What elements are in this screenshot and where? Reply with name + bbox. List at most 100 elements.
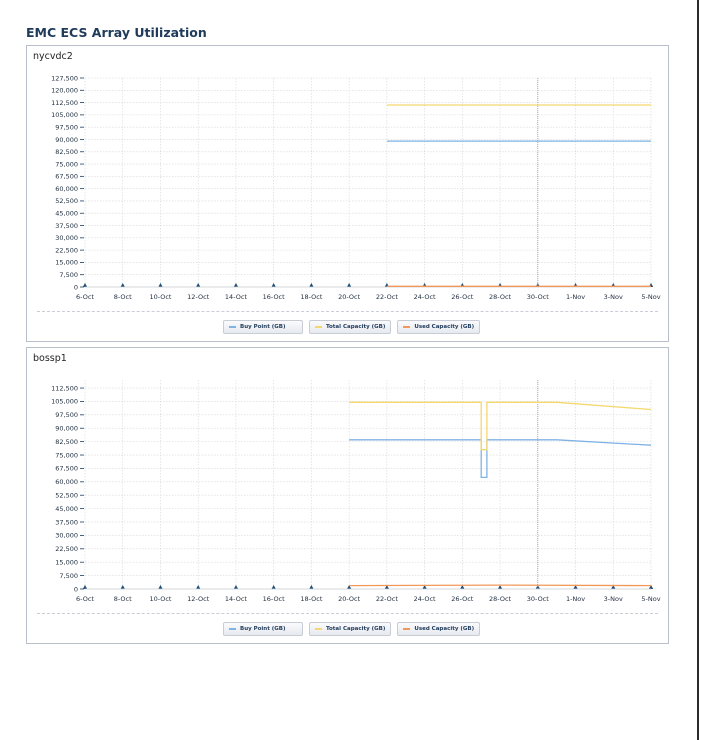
x-tick-label: 8-Oct <box>114 595 132 603</box>
y-tick-label: 97,500 <box>55 411 78 419</box>
y-tick-label: 22,500 <box>55 545 78 553</box>
y-tick-label: 82,500 <box>55 148 78 156</box>
y-tick-label: 7,500 <box>59 572 78 580</box>
x-tick-label: 30-Oct <box>527 595 549 603</box>
x-tick-label: 26-Oct <box>451 293 473 301</box>
x-tick-label: 28-Oct <box>489 293 511 301</box>
x-tick-label: 22-Oct <box>376 293 398 301</box>
x-tick-label: 6-Oct <box>76 293 94 301</box>
x-tick-marker <box>120 585 125 589</box>
y-tick-label: 37,500 <box>55 222 78 230</box>
legend-swatch-used-capacity <box>403 628 411 630</box>
x-tick-marker <box>648 585 654 589</box>
y-tick-label: 60,000 <box>55 185 78 193</box>
legend-label: Buy Point (GB) <box>240 324 286 330</box>
y-tick-label: 82,500 <box>55 438 78 446</box>
x-tick-label: 28-Oct <box>489 595 511 603</box>
y-tick-label: 0 <box>74 585 78 593</box>
x-tick-marker <box>120 283 125 287</box>
legend-swatch-total-capacity <box>315 628 322 630</box>
x-tick-label: 5-Nov <box>641 293 660 301</box>
x-tick-label: 20-Oct <box>338 293 360 301</box>
x-tick-label: 10-Oct <box>149 293 171 301</box>
chart-legend: Buy Point (GB) Total Capacity (GB) Used … <box>223 320 481 334</box>
x-tick-label: 3-Nov <box>604 293 623 301</box>
y-tick-label: 15,000 <box>55 259 78 267</box>
legend-label: Used Capacity (GB) <box>414 324 475 330</box>
series-line-total-capacity-gb <box>349 401 652 451</box>
x-tick-label: 22-Oct <box>376 595 398 603</box>
x-tick-label: 12-Oct <box>187 595 209 603</box>
y-tick-label: 7,500 <box>59 271 78 279</box>
x-tick-marker <box>82 283 88 287</box>
x-tick-marker <box>384 585 390 589</box>
x-tick-label: 1-Nov <box>566 293 585 301</box>
legend-swatch-buy-point <box>229 628 236 630</box>
legend-label: Total Capacity (GB) <box>326 626 386 632</box>
x-tick-label: 10-Oct <box>149 595 171 603</box>
x-tick-marker <box>460 585 465 589</box>
y-tick-label: 75,000 <box>55 451 78 459</box>
x-tick-marker <box>422 585 427 589</box>
x-tick-label: 24-Oct <box>414 595 436 603</box>
legend-swatch-used-capacity <box>403 326 411 328</box>
x-tick-marker <box>233 283 239 287</box>
legend-divider <box>37 311 658 312</box>
legend-swatch-total-capacity <box>315 326 322 328</box>
y-tick-label: 112,500 <box>51 99 78 107</box>
y-tick-label: 52,500 <box>55 492 78 500</box>
y-tick-label: 30,000 <box>55 532 78 540</box>
chart-title: bossp1 <box>33 353 67 364</box>
y-tick-label: 67,500 <box>55 173 78 181</box>
x-tick-marker <box>309 585 314 589</box>
y-tick-label: 30,000 <box>55 234 78 242</box>
legend-item-buy-point[interactable]: Buy Point (GB) <box>223 320 303 334</box>
x-tick-label: 12-Oct <box>187 293 209 301</box>
y-tick-label: 45,000 <box>55 210 78 218</box>
legend-label: Used Capacity (GB) <box>414 626 475 632</box>
x-tick-label: 14-Oct <box>225 293 247 301</box>
x-tick-marker <box>158 283 163 287</box>
x-tick-label: 26-Oct <box>451 595 473 603</box>
x-tick-label: 6-Oct <box>76 595 94 603</box>
window-edge-divider <box>697 0 699 740</box>
x-tick-label: 18-Oct <box>300 293 322 301</box>
y-tick-label: 60,000 <box>55 478 78 486</box>
legend-label: Total Capacity (GB) <box>326 324 386 330</box>
y-tick-label: 15,000 <box>55 559 78 567</box>
y-tick-label: 75,000 <box>55 160 78 168</box>
legend-divider <box>37 613 658 614</box>
y-tick-label: 105,000 <box>51 398 78 406</box>
chart-nycvdc2: 0 7,500 15,000 22,500 30,000 37,500 45,000 52,5… <box>51 74 661 301</box>
x-tick-label: 14-Oct <box>225 595 247 603</box>
legend-item-total-capacity[interactable]: Total Capacity (GB) <box>309 622 392 636</box>
x-tick-marker <box>196 283 201 287</box>
series-line-used-capacity-gb <box>349 584 652 587</box>
y-tick-label: 120,000 <box>51 87 78 95</box>
y-tick-label: 52,500 <box>55 197 78 205</box>
y-tick-label: 105,000 <box>51 111 78 119</box>
y-tick-label: 45,000 <box>55 505 78 513</box>
legend-item-used-capacity[interactable]: Used Capacity (GB) <box>397 320 481 334</box>
x-tick-marker <box>233 585 239 589</box>
x-tick-marker <box>535 585 540 589</box>
x-tick-marker <box>82 585 88 589</box>
legend-item-buy-point[interactable]: Buy Point (GB) <box>223 622 303 636</box>
x-tick-label: 30-Oct <box>527 293 549 301</box>
y-tick-label: 127,500 <box>51 74 78 82</box>
x-tick-label: 16-Oct <box>263 293 285 301</box>
y-tick-label: 90,000 <box>55 425 78 433</box>
x-tick-label: 18-Oct <box>300 595 322 603</box>
x-tick-marker <box>497 585 503 589</box>
x-tick-label: 1-Nov <box>566 595 585 603</box>
y-tick-label: 112,500 <box>51 384 78 392</box>
x-tick-label: 3-Nov <box>604 595 623 603</box>
legend-item-used-capacity[interactable]: Used Capacity (GB) <box>397 622 481 636</box>
y-tick-label: 37,500 <box>55 518 78 526</box>
legend-swatch-buy-point <box>229 326 236 328</box>
page-title: EMC ECS Array Utilization <box>26 25 207 40</box>
legend-item-total-capacity[interactable]: Total Capacity (GB) <box>309 320 392 334</box>
chart-legend: Buy Point (GB) Total Capacity (GB) Used … <box>223 622 481 636</box>
y-tick-label: 67,500 <box>55 465 78 473</box>
y-tick-label: 97,500 <box>55 123 78 131</box>
